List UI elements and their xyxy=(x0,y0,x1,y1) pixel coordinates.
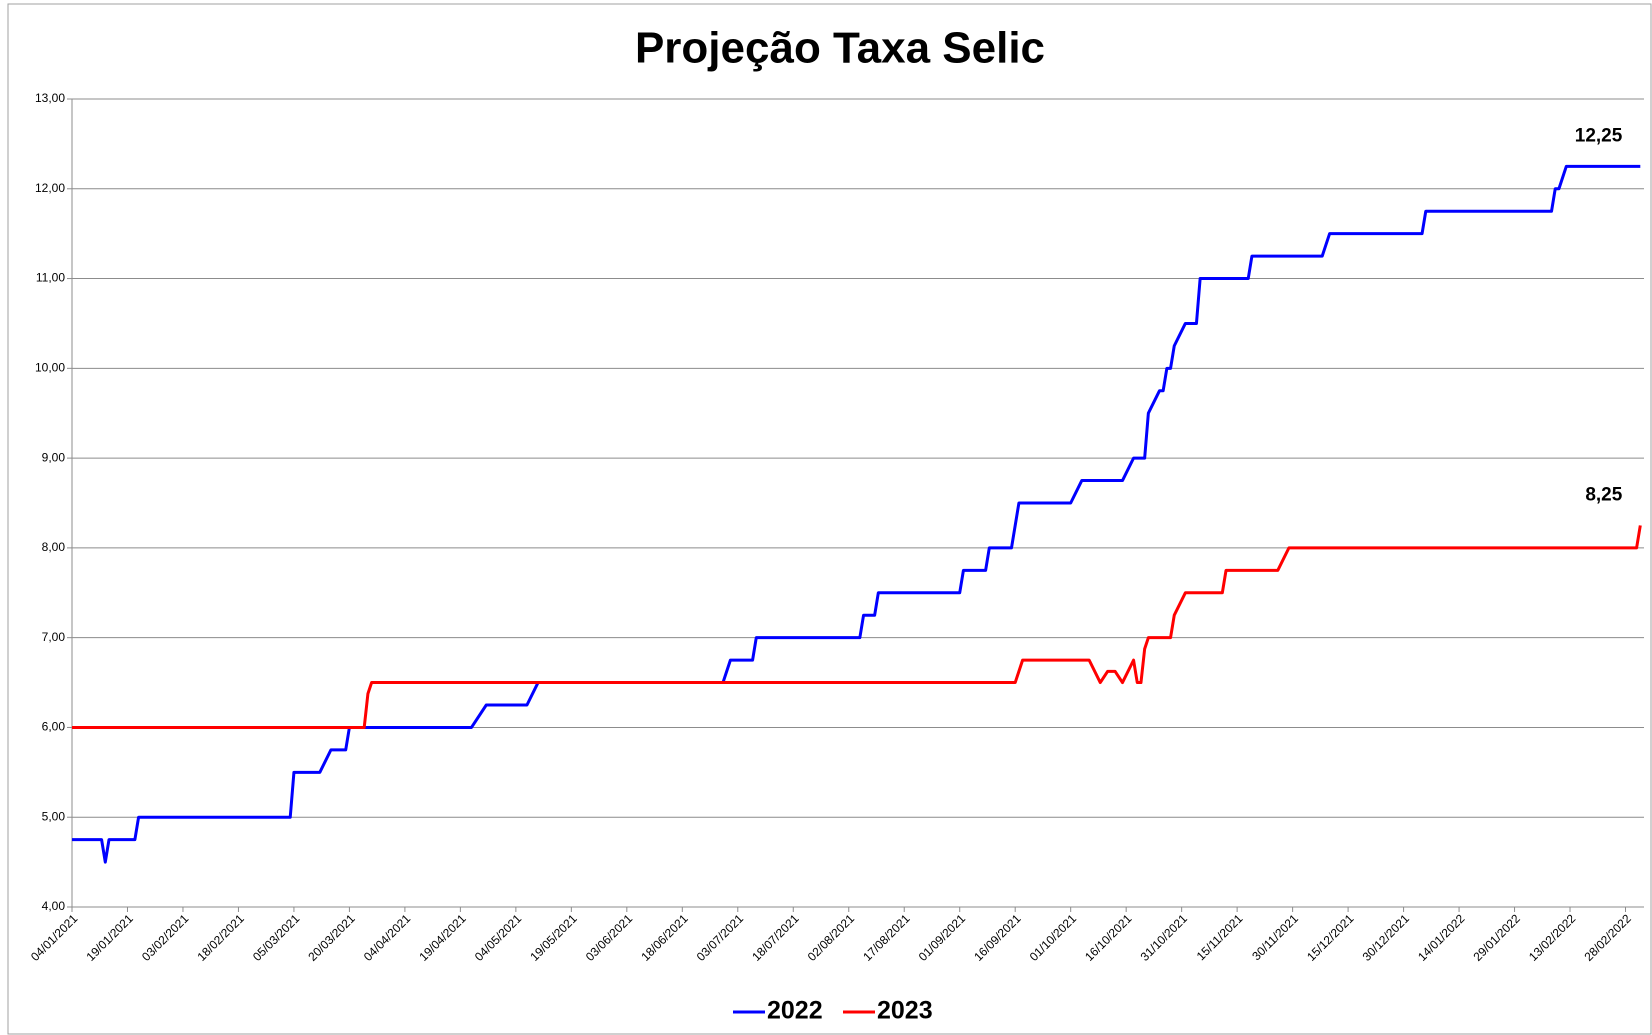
y-tick-label: 7,00 xyxy=(42,630,66,644)
chart-border xyxy=(7,3,1652,1035)
y-tick-label: 10,00 xyxy=(35,361,65,375)
y-tick-label: 11,00 xyxy=(36,271,65,285)
legend-label: 2023 xyxy=(877,997,933,1025)
y-tick-label: 9,00 xyxy=(42,450,66,464)
y-tick-label: 12,00 xyxy=(35,181,65,195)
series-line xyxy=(72,164,1641,864)
chart-title: Projeção Taxa Selic xyxy=(635,24,1045,73)
annotation: 8,25 xyxy=(1585,484,1622,505)
y-tick-label: 4,00 xyxy=(42,899,66,913)
legend-label: 2022 xyxy=(767,997,823,1025)
annotation: 12,25 xyxy=(1575,125,1623,146)
y-tick-label: 13,00 xyxy=(35,91,65,105)
y-tick-label: 5,00 xyxy=(42,809,66,823)
y-tick-label: 6,00 xyxy=(42,720,66,734)
y-tick-label: 8,00 xyxy=(42,540,66,554)
series-line xyxy=(72,525,1642,729)
